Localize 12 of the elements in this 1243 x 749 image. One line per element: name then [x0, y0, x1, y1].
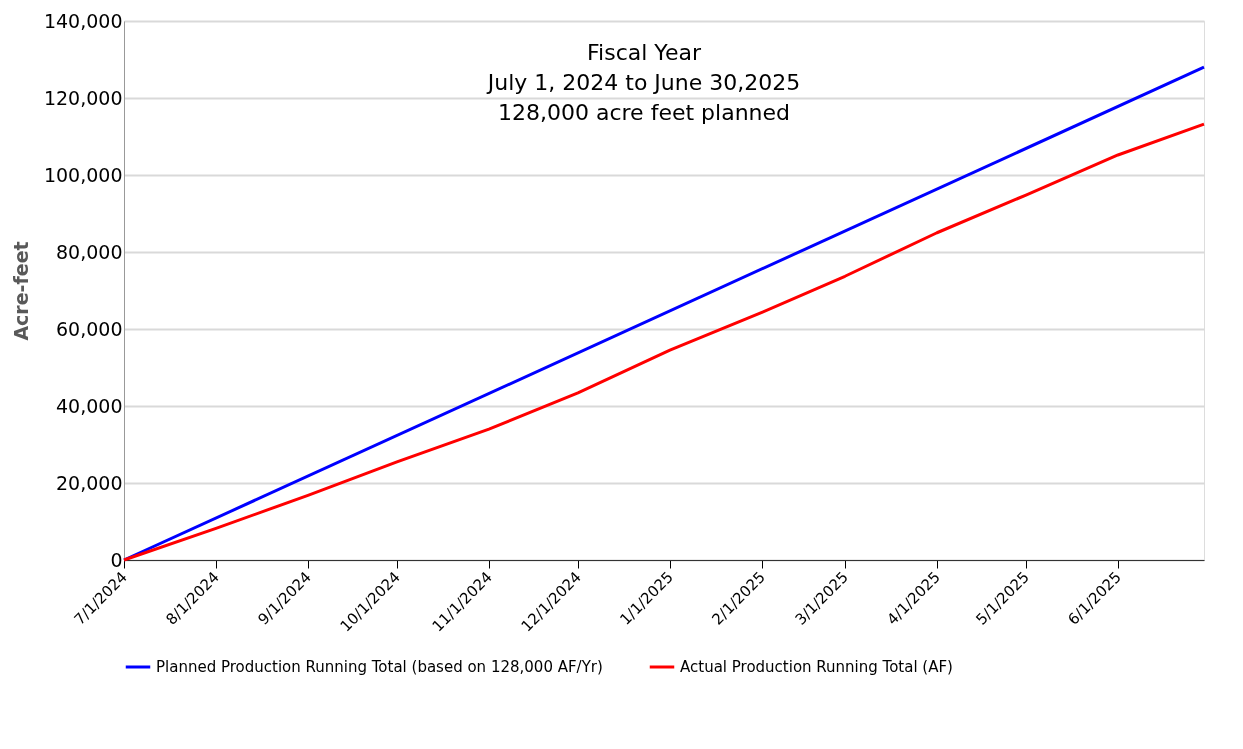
y-tick-label: 0: [110, 548, 123, 571]
y-tick-label: 120,000: [43, 86, 123, 109]
y-axis-title: Acre-feet: [9, 241, 32, 341]
y-tick-label: 140,000: [43, 9, 123, 32]
y-tick-label: 40,000: [56, 394, 123, 417]
y-tick-label: 100,000: [43, 163, 123, 186]
y-tick-label: 20,000: [56, 471, 123, 494]
y-tick-label: 60,000: [56, 317, 123, 340]
legend-label: Actual Production Running Total (AF): [680, 658, 953, 676]
text: Fiscal Year July 1, 2024 to June 30,2025 128,000 acre feet planned: [485, 40, 801, 125]
legend-label: Planned Production Running Total (based on 128,000 AF/Yr): [156, 658, 603, 676]
y-tick-label: 80,000: [56, 240, 123, 263]
